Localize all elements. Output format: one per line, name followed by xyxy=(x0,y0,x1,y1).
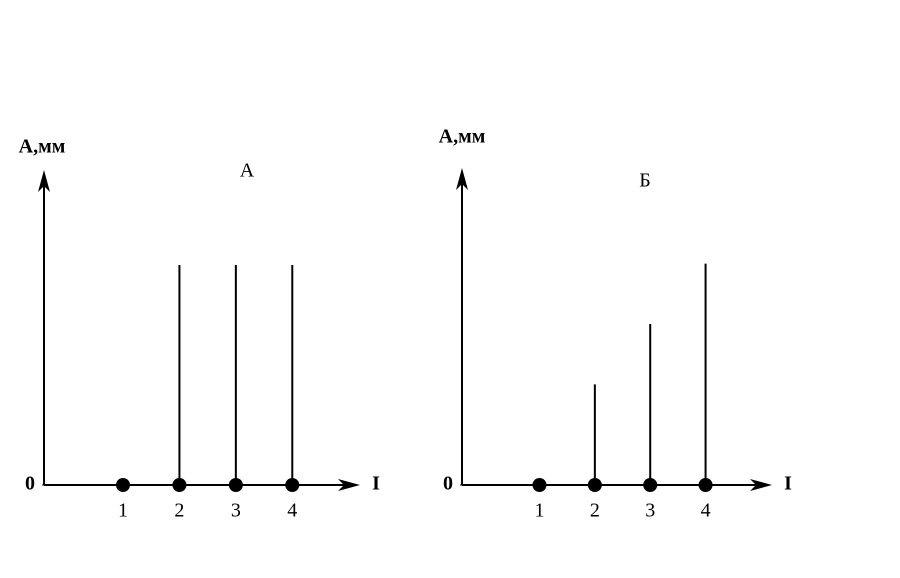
x-tick-label: 3 xyxy=(645,500,655,522)
point xyxy=(172,478,187,492)
x-axis-label: I xyxy=(784,473,792,495)
point xyxy=(285,478,300,492)
chart-title: А xyxy=(240,160,255,182)
x-axis-label: I xyxy=(372,473,380,495)
x-tick-label: 4 xyxy=(287,500,297,522)
x-tick-label: 2 xyxy=(174,500,184,522)
x-tick-label: 4 xyxy=(701,500,711,522)
x-tick-label: 2 xyxy=(590,500,600,522)
x-tick-label: 1 xyxy=(118,500,128,522)
y-tick-label: 0 xyxy=(443,473,453,495)
point xyxy=(532,478,547,492)
point xyxy=(643,478,658,492)
y-axis-label: A,мм xyxy=(439,126,486,148)
y-axis-label: A,мм xyxy=(19,136,66,158)
point xyxy=(228,478,243,492)
x-tick-label: 1 xyxy=(535,500,545,522)
point xyxy=(698,478,713,492)
point xyxy=(587,478,602,492)
y-arrow xyxy=(38,170,50,192)
chart-title: Б xyxy=(639,170,650,192)
point xyxy=(116,478,130,492)
x-tick-label: 3 xyxy=(231,500,241,522)
x-arrow xyxy=(750,479,772,491)
x-arrow xyxy=(338,479,360,491)
y-tick-label: 0 xyxy=(25,473,35,495)
y-arrow xyxy=(456,168,468,190)
